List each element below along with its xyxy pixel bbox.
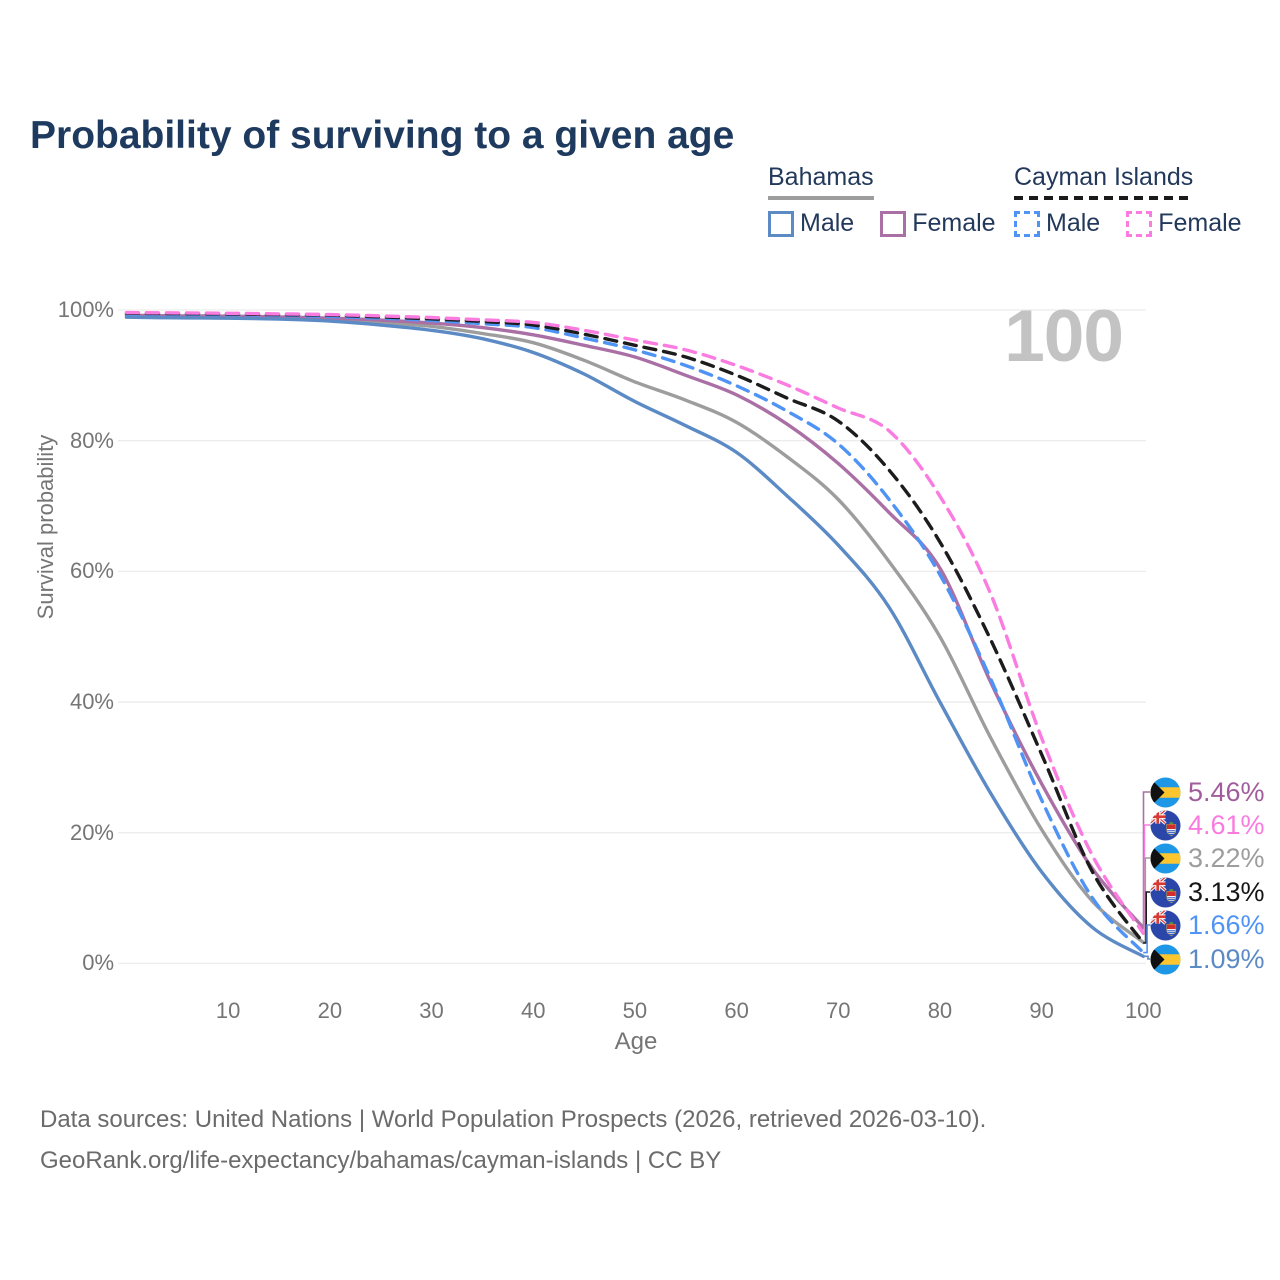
legend-item-label: Female (912, 209, 996, 237)
line-bahamas-female[interactable] (124, 313, 1145, 930)
legend-item-label: Male (1046, 209, 1101, 237)
end-label-bahamas-male: 1.09% (1150, 942, 1265, 976)
y-tick-label-0: 0% (82, 950, 114, 976)
cayman-dashed-line-swatch (1014, 196, 1194, 200)
x-tick-label-80: 80 (927, 998, 953, 1023)
end-label-value: 1.66% (1188, 909, 1265, 940)
age-watermark: 100 (1004, 296, 1124, 377)
line-cayman-islands-female[interactable] (124, 310, 1145, 935)
legend-item-label: Male (800, 209, 855, 237)
end-label-cayman-islands-both-sexes: 3.13% (1150, 875, 1265, 909)
legend-item-label: Female (1158, 209, 1242, 237)
y-tick-label-80: 80% (69, 427, 114, 453)
end-label-cayman-islands-female: 4.61% (1150, 808, 1265, 842)
legend-item-cayman-male[interactable]: Male (1014, 209, 1100, 238)
legend-group-bahamas: Bahamas Male Female (768, 163, 996, 238)
legend-head-bahamas: Bahamas (768, 163, 874, 200)
x-tick-label-100: 100 (1124, 998, 1162, 1023)
bahamas-flag-icon (1150, 842, 1181, 874)
end-label-value: 3.13% (1188, 876, 1265, 907)
line-bahamas-both-sexes[interactable] (124, 314, 1145, 945)
y-axis-title: Survival probability (33, 434, 58, 620)
legend-items-cayman-islands: Male Female (1014, 209, 1242, 238)
x-tick-label-90: 90 (1029, 998, 1054, 1023)
footer-attribution: GeoRank.org/life-expectancy/bahamas/caym… (40, 1147, 722, 1174)
page-title: Probability of surviving to a given age (30, 114, 735, 158)
cayman-male-swatch-icon (1014, 210, 1040, 237)
y-tick-label-60: 60% (69, 558, 114, 584)
x-tick-label-70: 70 (826, 998, 851, 1023)
x-tick-label-40: 40 (520, 998, 546, 1023)
legend-group-cayman-islands: Cayman Islands Male Female (1014, 163, 1242, 238)
end-label-cayman-islands-male: 1.66% (1150, 908, 1265, 942)
y-tick-label-20: 20% (69, 819, 114, 845)
bahamas-solid-line-swatch (768, 196, 874, 200)
line-bahamas-male[interactable] (124, 315, 1145, 958)
footer-data-sources: Data sources: United Nations | World Pop… (40, 1106, 987, 1133)
legend-head-cayman-islands: Cayman Islands (1014, 163, 1194, 200)
end-label-value: 3.22% (1188, 842, 1265, 873)
legend-items-bahamas: Male Female (768, 209, 996, 238)
end-label-bahamas-female: 5.46% (1150, 775, 1265, 809)
leader-line-cayman-islands-both-sexes (1143, 891, 1150, 944)
end-label-value: 1.09% (1188, 943, 1265, 974)
bahamas-flag-icon (1150, 776, 1181, 808)
legend-item-bahamas-male[interactable]: Male (768, 209, 854, 238)
cayman-female-swatch-icon (1126, 210, 1153, 237)
end-label-bahamas-both-sexes: 3.22% (1150, 841, 1265, 875)
leader-line-bahamas-female (1142, 791, 1150, 929)
x-tick-label-50: 50 (622, 998, 648, 1023)
legend-country-cayman-islands: Cayman Islands (1014, 163, 1194, 191)
bahamas-flag-icon (1150, 943, 1181, 975)
y-tick-label-40: 40% (69, 689, 114, 715)
x-axis-title: Age (614, 1028, 658, 1055)
x-tick-label-60: 60 (724, 998, 749, 1023)
leader-line-cayman-islands-female (1143, 824, 1150, 935)
leader-line-bahamas-male (1143, 955, 1150, 960)
y-tick-label-100: 100% (57, 297, 114, 322)
line-cayman-islands-male[interactable] (124, 312, 1145, 955)
end-label-value: 4.61% (1188, 809, 1265, 840)
bahamas-female-swatch-icon (880, 210, 907, 237)
legend-country-bahamas: Bahamas (768, 163, 874, 191)
legend-item-bahamas-female[interactable]: Female (880, 209, 996, 238)
x-tick-label-20: 20 (317, 998, 343, 1023)
legend-item-cayman-female[interactable]: Female (1126, 209, 1242, 238)
line-cayman-islands-both-sexes[interactable] (124, 311, 1145, 945)
bahamas-male-swatch-icon (768, 210, 794, 237)
x-tick-label-30: 30 (419, 998, 444, 1023)
x-tick-label-10: 10 (215, 998, 241, 1023)
end-label-value: 5.46% (1188, 776, 1265, 807)
cayman-islands-flag-icon (1150, 876, 1181, 908)
cayman-islands-flag-icon (1150, 809, 1181, 841)
cayman-islands-flag-icon (1150, 909, 1181, 941)
leader-line-cayman-islands-male (1143, 924, 1150, 954)
